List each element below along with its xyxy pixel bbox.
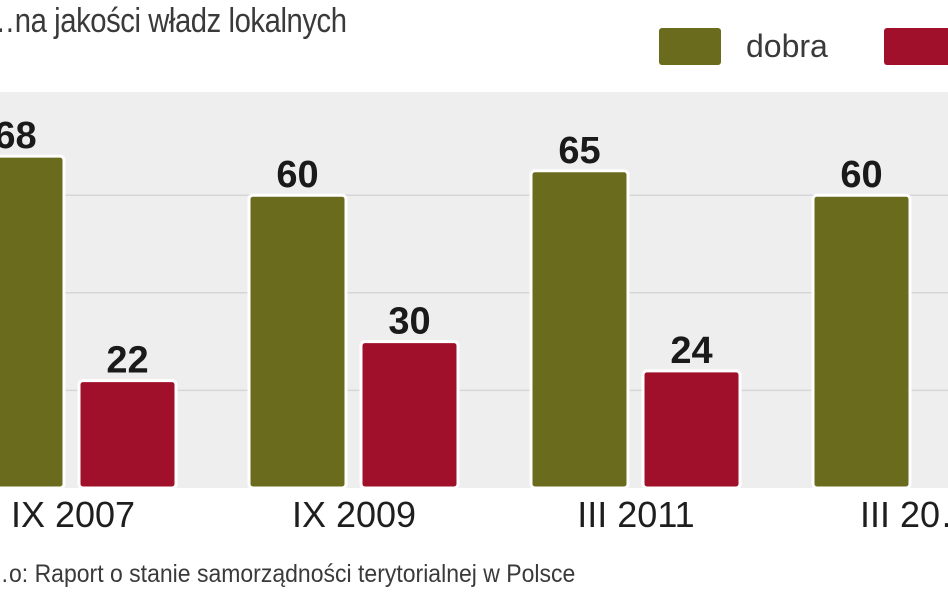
data-label: 68 [0, 115, 37, 157]
bar-dobra [0, 154, 66, 490]
data-label: 24 [670, 330, 712, 372]
legend-swatch-second-series [884, 28, 948, 65]
bar-dobra [529, 169, 630, 490]
bar-second-series [359, 340, 460, 490]
legend-swatch-dobra [659, 28, 721, 65]
data-label: 65 [558, 130, 600, 172]
bar-second-series [77, 379, 178, 490]
x-tick-label: IX 2007 [10, 494, 136, 535]
bar-dobra [811, 193, 912, 490]
x-tick-label: IX 2009 [291, 494, 417, 535]
bar-dobra [247, 193, 348, 490]
legend-label-dobra: dobra [746, 28, 828, 64]
data-label: 60 [276, 154, 318, 196]
data-label: 60 [840, 154, 882, 196]
data-label: 30 [388, 301, 430, 343]
x-tick-label: III 2011 [577, 494, 695, 535]
x-tick-label: III 20… [859, 494, 948, 535]
data-label: 22 [106, 340, 148, 382]
bar-second-series [641, 369, 742, 490]
chart-title: …na jakości władz lokalnych [0, 2, 347, 40]
source-note: …o: Raport o stanie samorządności teryto… [0, 560, 576, 588]
